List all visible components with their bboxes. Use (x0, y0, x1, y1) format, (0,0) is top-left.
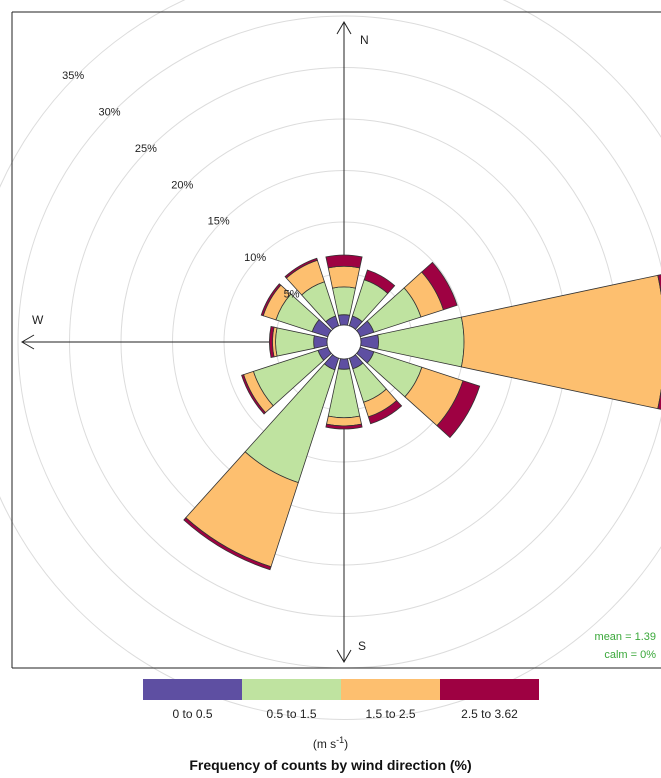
legend-swatch-4 (440, 679, 539, 700)
petal-dir330-bin4 (284, 257, 318, 279)
calm-label: calm = 0% (604, 649, 656, 661)
petal-dir180-bin1 (337, 358, 351, 370)
south-label: S (358, 639, 366, 653)
petal-dir150-bin4 (367, 400, 403, 425)
petal-dir90-bin3 (460, 274, 661, 410)
petal-dir270-bin1 (313, 335, 328, 349)
petal-dir300-bin4 (260, 283, 282, 317)
north-arrowhead (336, 21, 352, 35)
petal-dir120-bin4 (436, 380, 481, 439)
chart-title: Frequency of counts by wind direction (%… (189, 757, 472, 773)
petal-dir270-bin4 (269, 326, 275, 358)
petal-dir0-bin3 (327, 265, 361, 289)
petal-dir60-bin4 (421, 261, 458, 311)
south-arrowhead (336, 649, 352, 663)
petal-dir180-bin3 (326, 415, 362, 427)
ring-label-30: 30% (98, 107, 120, 119)
legend-swatch-2 (242, 679, 341, 700)
unit-label: (m s-1) (312, 735, 349, 751)
ring-label-15: 15% (208, 216, 230, 228)
grid-ring-7 (0, 0, 661, 720)
north-label: N (360, 33, 369, 47)
petal-dir270-bin2 (275, 327, 315, 357)
ring-label-25: 25% (135, 143, 157, 155)
petal-dir0-bin2 (332, 286, 356, 316)
petal-dir0-bin1 (337, 314, 351, 326)
west-arrowhead (21, 334, 35, 350)
legend-label-4: 2.5 to 3.62 (461, 707, 518, 721)
calm-center (326, 324, 362, 360)
ring-label-10: 10% (244, 252, 266, 264)
petal-dir210-bin4 (183, 517, 272, 571)
petal-dir30-bin4 (363, 269, 396, 294)
petal-dir0-bin4 (325, 254, 363, 269)
ring-label-20: 20% (171, 179, 193, 191)
mean-label: mean = 1.39 (595, 631, 656, 643)
ring-label-35: 35% (62, 70, 84, 82)
legend-label-3: 1.5 to 2.5 (365, 707, 415, 721)
legend-swatch-3 (341, 679, 440, 700)
petal-dir240-bin4 (241, 374, 267, 415)
petal-dir90-bin1 (360, 334, 379, 350)
petal-dir180-bin4 (325, 423, 363, 430)
legend-swatch-1 (143, 679, 242, 700)
legend-label-1: 0 to 0.5 (172, 707, 212, 721)
west-label: W (32, 313, 44, 327)
ring-label-5: 5% (284, 289, 300, 301)
legend-label-2: 0.5 to 1.5 (266, 707, 316, 721)
